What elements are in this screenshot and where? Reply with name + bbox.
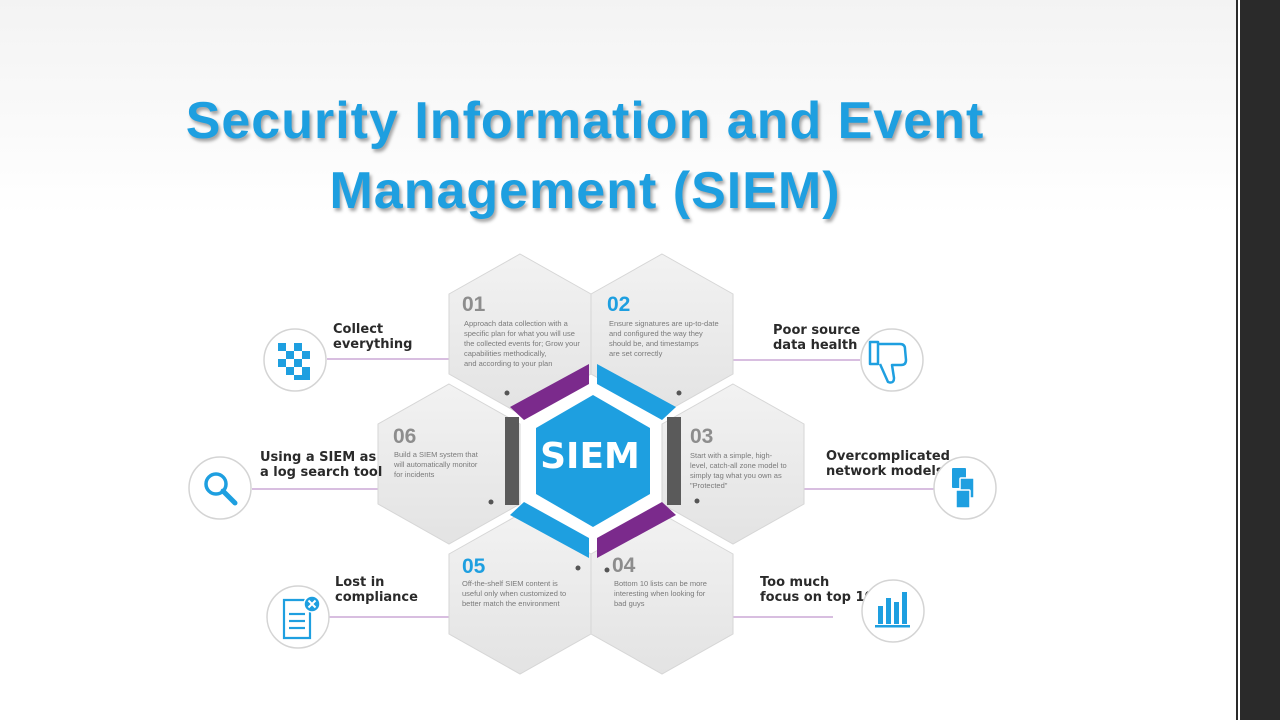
callout-6-line-2: a log search tool bbox=[260, 465, 382, 480]
title-line-1: Security Information and Event bbox=[185, 92, 985, 150]
ring-segment-purple-bottom bbox=[597, 502, 676, 558]
hex-06-line-3: for incidents bbox=[394, 470, 435, 479]
hex-06-number: 06 bbox=[393, 425, 416, 448]
callout-5-line-1: Lost in bbox=[335, 575, 384, 590]
ring-segment-gray-right bbox=[667, 417, 681, 505]
callout-poor-source: Poor source data health bbox=[773, 323, 860, 353]
hex-02-number: 02 bbox=[607, 293, 630, 316]
hex-04-line-2: interesting when looking for bbox=[614, 589, 706, 598]
hex-02-line-4: are set correctly bbox=[609, 349, 663, 358]
ring-segment-purple-top bbox=[510, 364, 589, 420]
callout-lost-in-compliance: Lost in compliance bbox=[335, 575, 418, 605]
siem-center-label: SIEM bbox=[540, 436, 640, 477]
hex-05-line-2: useful only when customized to bbox=[462, 589, 566, 598]
callout-2-line-2: data health bbox=[773, 338, 857, 353]
title-line-2: Management (SIEM) bbox=[329, 162, 841, 220]
hex-01-line-1: Approach data collection with a bbox=[464, 319, 569, 328]
search-icon bbox=[188, 456, 252, 520]
hex-05: 05 Off-the-shelf SIEM content is useful … bbox=[448, 513, 592, 675]
hex-06-line-1: Build a SIEM system that bbox=[394, 450, 479, 459]
callout-3-line-2: network models bbox=[826, 464, 944, 479]
hex-01: 01 Approach data collection with a speci… bbox=[448, 253, 592, 415]
hex-02: 02 Ensure signatures are up-to-date and … bbox=[590, 253, 734, 415]
hex-01-line-2: specific plan for what you will use bbox=[464, 329, 575, 338]
hex-05-line-3: better match the environment bbox=[462, 599, 560, 608]
callout-overcomplicated: Overcomplicated network models bbox=[826, 449, 950, 479]
siem-diagram: 01 Approach data collection with a speci… bbox=[188, 253, 997, 675]
callout-2-line-1: Poor source bbox=[773, 323, 860, 338]
hex-02-line-3: should be, and timestamps bbox=[609, 339, 699, 348]
hex-03-line-4: "Protected" bbox=[690, 481, 728, 490]
hex-03-number: 03 bbox=[690, 425, 713, 448]
hex-05-line-1: Off-the-shelf SIEM content is bbox=[462, 579, 558, 588]
ring-segment-blue-bottom bbox=[510, 502, 589, 558]
callout-4-line-1: Too much bbox=[760, 575, 829, 590]
callout-collect-everything: Collect everything bbox=[333, 322, 412, 352]
hex-01-line-4: capabilities methodically, bbox=[464, 349, 546, 358]
callout-1-line-1: Collect bbox=[333, 322, 383, 337]
callout-1-line-2: everything bbox=[333, 337, 412, 352]
hex-04-number: 04 bbox=[612, 554, 636, 577]
hex-04-line-1: Bottom 10 lists can be more bbox=[614, 579, 707, 588]
hex-04: 04 Bottom 10 lists can be more interesti… bbox=[590, 513, 734, 675]
callout-too-much-focus: Too much focus on top 10 bbox=[760, 575, 874, 605]
siem-center-hex: SIEM bbox=[536, 395, 650, 527]
ring-segment-gray-left bbox=[505, 417, 519, 505]
documents-icon bbox=[933, 456, 997, 520]
page-title: Security Information and Event Managemen… bbox=[100, 86, 1070, 226]
ring-segment-blue-top bbox=[597, 364, 676, 420]
hex-04-line-3: bad guys bbox=[614, 599, 645, 608]
thumbs-down-icon bbox=[860, 328, 924, 392]
hex-02-line-2: and configured the way they bbox=[609, 329, 703, 338]
bar-chart-icon bbox=[861, 579, 925, 643]
center-ring bbox=[505, 364, 681, 558]
hex-06-line-2: will automatically monitor bbox=[393, 460, 478, 469]
hex-03-line-2: level, catch-all zone model to bbox=[690, 461, 787, 470]
hex-03: 03 Start with a simple, high- level, cat… bbox=[661, 383, 805, 545]
slide-edge-line bbox=[1238, 0, 1240, 720]
hex-03-line-3: simply tag what you own as bbox=[690, 471, 782, 480]
checker-icon bbox=[263, 328, 327, 392]
hex-02-line-1: Ensure signatures are up-to-date bbox=[609, 319, 719, 328]
callout-3-line-1: Overcomplicated bbox=[826, 449, 950, 464]
hex-01-number: 01 bbox=[462, 293, 486, 316]
callout-4-line-2: focus on top 10 bbox=[760, 590, 874, 605]
slide-edge-strip bbox=[1236, 0, 1280, 720]
hex-03-line-1: Start with a simple, high- bbox=[690, 451, 773, 460]
hex-05-number: 05 bbox=[462, 555, 486, 578]
hex-01-line-3: the collected events for; Grow your bbox=[464, 339, 580, 348]
hex-06: 06 Build a SIEM system that will automat… bbox=[377, 383, 521, 545]
document-x-icon bbox=[266, 585, 330, 649]
callout-6-line-1: Using a SIEM as bbox=[260, 450, 376, 465]
callout-5-line-2: compliance bbox=[335, 590, 418, 605]
callout-log-search: Using a SIEM as a log search tool bbox=[260, 450, 382, 480]
hex-01-line-5: and according to your plan bbox=[464, 359, 552, 368]
